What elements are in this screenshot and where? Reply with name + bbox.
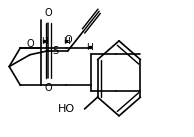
- Text: HO: HO: [58, 104, 75, 114]
- Text: O: O: [26, 39, 34, 49]
- Text: O: O: [44, 8, 52, 18]
- Text: H: H: [41, 37, 47, 46]
- Text: H: H: [86, 43, 93, 52]
- Text: O: O: [44, 83, 52, 93]
- Text: S: S: [52, 46, 58, 56]
- Text: O: O: [64, 35, 72, 45]
- Text: H: H: [63, 37, 69, 46]
